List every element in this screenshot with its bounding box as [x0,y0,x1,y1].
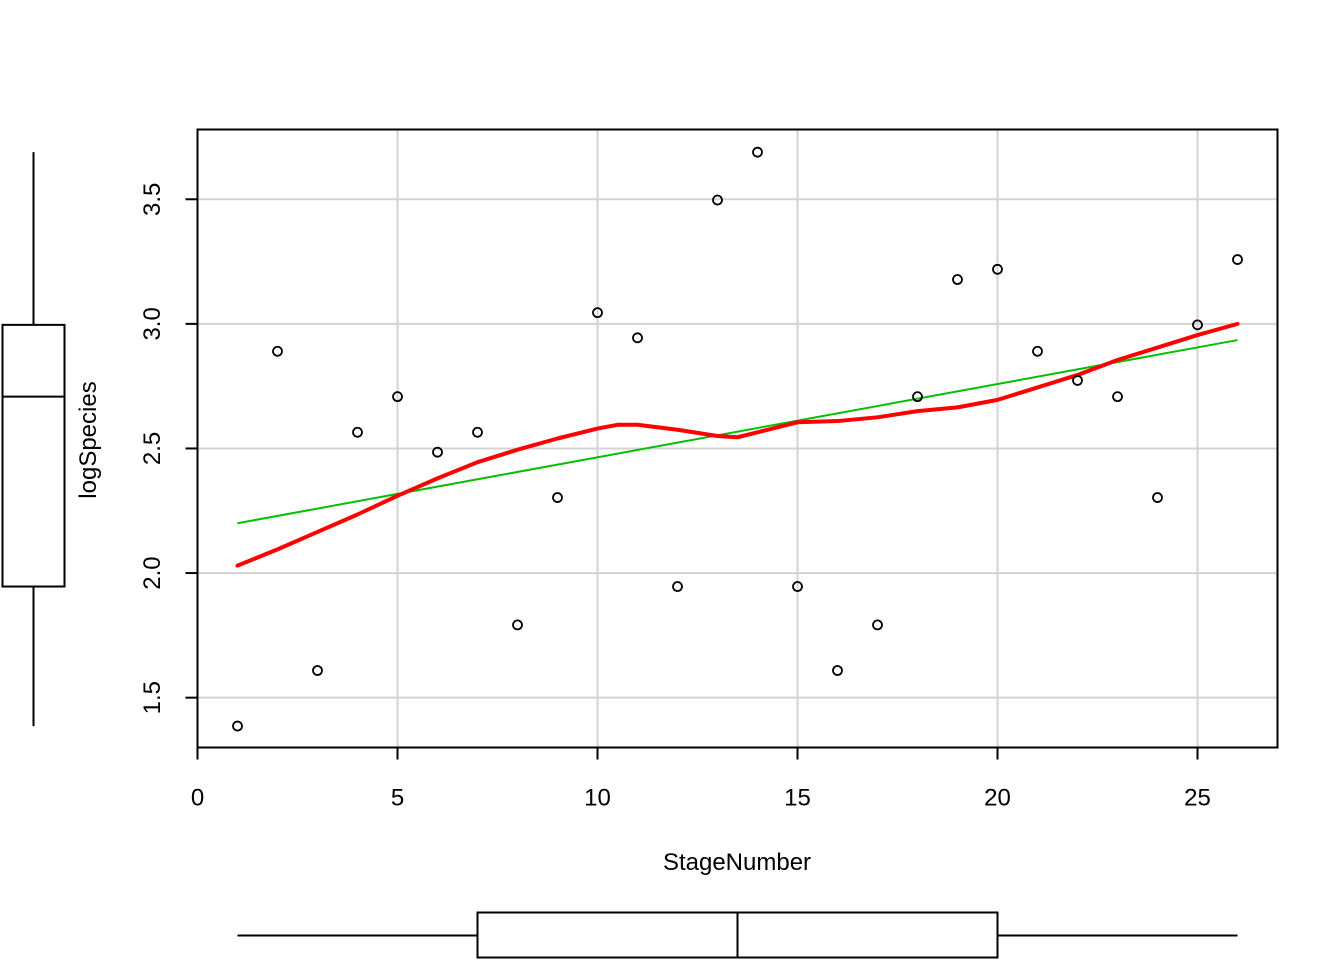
x-tick-label: 20 [984,785,1011,812]
x-axis-label: StageNumber [663,849,811,876]
y-axis: 1.5 2.0 2.5 3.0 3.5 [139,183,198,714]
data-point [832,665,843,676]
plot-frame [196,128,1279,749]
grid-lines [196,129,1278,748]
y-axis-label: logSpecies [75,381,102,498]
data-point [712,194,723,206]
data-point [1032,345,1043,357]
data-point [552,492,563,503]
y-boxplot-box [1,323,66,588]
data-point [432,446,443,458]
x-tick-label: 0 [191,785,204,812]
y-tick-label: 1.5 [139,681,166,714]
smooth-fit-line [235,321,1240,568]
linear-fit-line [237,339,1238,525]
x-tick-label: 15 [784,785,811,812]
y-tick-label: 2.5 [139,432,166,465]
data-point [512,619,523,631]
data-point [672,581,683,592]
data-points [232,146,1243,732]
data-point [872,619,883,631]
data-point [992,263,1003,275]
data-point [272,345,283,357]
x-boxplot [237,911,1238,959]
y-boxplot [1,152,66,727]
data-point [352,426,363,438]
data-point [1072,375,1083,386]
y-tick-label: 2.0 [139,556,166,589]
data-point [752,146,763,158]
data-point [472,426,483,438]
data-point [592,307,603,319]
data-point [1112,391,1123,403]
x-tick-label: 10 [584,785,611,812]
data-point [952,274,963,285]
data-point [1232,254,1243,265]
data-point [792,581,803,592]
x-tick-label: 5 [391,785,404,812]
data-point [1152,492,1163,503]
x-axis: 0 5 10 15 20 25 [191,747,1211,812]
y-tick-label: 3.5 [139,183,166,216]
fit-lines [235,321,1240,568]
x-tick-label: 25 [1184,785,1211,812]
data-point [392,391,403,403]
data-point [232,720,243,732]
data-point [312,665,323,676]
data-point [912,391,923,403]
data-point [632,332,643,344]
y-tick-label: 3.0 [139,307,166,340]
data-point [1192,319,1203,331]
